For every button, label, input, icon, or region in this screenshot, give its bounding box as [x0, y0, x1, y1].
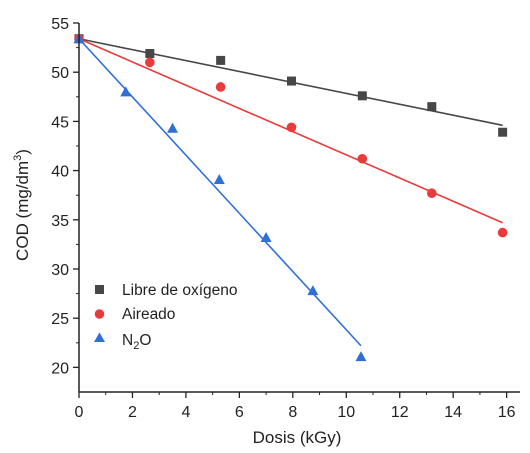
legend-label-libre: Libre de oxígeno	[122, 282, 237, 299]
data-point-series-2-1	[120, 86, 132, 97]
x-tick-label-6: 6	[235, 404, 244, 421]
data-point-series-0-4	[357, 91, 367, 101]
data-point-series-1-6	[497, 227, 508, 238]
data-point-series-1-4	[357, 153, 368, 164]
legend-label-n2o-main: N	[122, 332, 133, 349]
x-tick-label-16: 16	[498, 404, 516, 421]
legend: Libre de oxígeno Aireado N2O	[94, 282, 237, 352]
y-axis-title-close: )	[13, 149, 32, 155]
axis-ticks: 0 2 4 6 8 10 12 14 16 20 25 30 35 40 45 50 55	[51, 16, 515, 421]
data-point-series-1-3	[286, 122, 297, 133]
x-tick-label-8: 8	[288, 404, 297, 421]
y-tick-label-20: 20	[51, 360, 69, 377]
data-point-series-1-2	[215, 82, 226, 92]
data-markers	[73, 33, 508, 362]
data-point-series-2-6	[355, 351, 367, 362]
legend-label-n2o-sub: 2	[133, 340, 139, 352]
y-tick-label-35: 35	[51, 213, 69, 230]
axes	[78, 23, 520, 393]
data-point-series-1-1	[145, 57, 155, 68]
y-tick-label-45: 45	[51, 114, 69, 131]
data-point-series-0-1	[145, 49, 155, 59]
y-tick-label-55: 55	[51, 16, 69, 33]
data-point-series-2-2	[167, 122, 179, 133]
y-tick-label-30: 30	[51, 262, 69, 279]
data-point-series-2-5	[307, 285, 319, 296]
x-tick-label-12: 12	[391, 404, 409, 421]
legend-label-aireado: Aireado	[122, 306, 175, 323]
y-axis-title-superscript: 3	[12, 155, 24, 161]
data-point-series-0-5	[427, 102, 437, 112]
data-point-series-0-3	[286, 76, 296, 86]
data-point-series-2-3	[213, 173, 225, 184]
y-axis-title-main: COD (mg/dm	[13, 161, 32, 261]
legend-label-n2o-end: O	[139, 332, 151, 349]
x-tick-label-14: 14	[444, 404, 462, 421]
legend-marker-n2o	[94, 332, 105, 342]
y-axis-title: COD (mg/dm3)	[12, 149, 32, 261]
y-tick-label-50: 50	[51, 65, 69, 82]
x-tick-label-10: 10	[337, 404, 355, 421]
legend-marker-libre	[95, 285, 104, 294]
y-tick-label-25: 25	[51, 311, 69, 328]
x-tick-label-2: 2	[128, 404, 137, 421]
x-axis-title: Dosis (kGy)	[253, 428, 342, 447]
data-point-series-0-2	[216, 55, 226, 65]
data-point-series-2-4	[260, 232, 272, 243]
legend-label-n2o: N2O	[122, 332, 151, 352]
y-tick-label-40: 40	[51, 164, 69, 181]
data-point-series-0-6	[498, 127, 508, 137]
x-tick-label-0: 0	[75, 404, 84, 421]
data-point-series-1-5	[427, 188, 437, 199]
legend-marker-aireado	[94, 309, 105, 319]
x-tick-label-4: 4	[181, 404, 190, 421]
